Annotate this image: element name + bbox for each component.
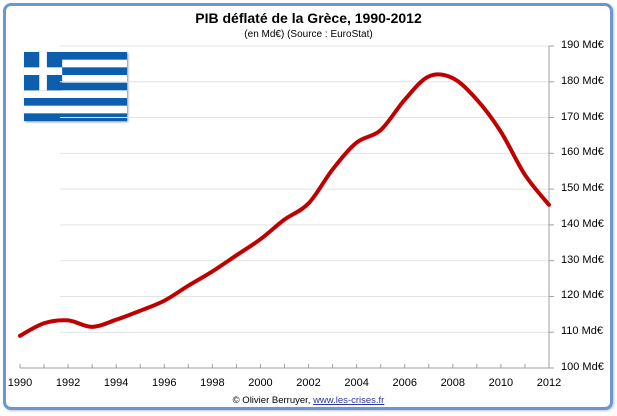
x-tick-label: 2012 bbox=[536, 377, 562, 389]
footer: © Olivier Berruyer, www.les-crises.fr bbox=[0, 395, 617, 406]
chart-subtitle: (en Md€) (Source : EuroStat) bbox=[244, 29, 373, 40]
y-tick-label: 140 Md€ bbox=[561, 217, 604, 230]
x-tick-label: 2010 bbox=[488, 377, 514, 389]
y-tick-label: 150 Md€ bbox=[561, 182, 604, 195]
x-tick-label: 2006 bbox=[392, 377, 417, 389]
x-tick-label: 2008 bbox=[440, 377, 466, 389]
y-tick-label: 130 Md€ bbox=[561, 253, 604, 266]
source-link[interactable]: www.les-crises.fr bbox=[313, 395, 385, 406]
x-tick-label: 1996 bbox=[152, 377, 177, 389]
y-tick-label: 100 Md€ bbox=[561, 361, 604, 373]
x-tick-label: 1992 bbox=[55, 377, 81, 389]
x-tick-label: 1998 bbox=[200, 377, 225, 389]
x-tick-label: 1990 bbox=[7, 377, 33, 389]
x-tick-label: 2002 bbox=[296, 377, 321, 389]
y-tick-label: 160 Md€ bbox=[561, 146, 604, 159]
x-tick-label: 1994 bbox=[103, 377, 129, 389]
y-tick-label: 180 Md€ bbox=[561, 74, 604, 87]
data-line bbox=[18, 72, 551, 338]
x-tick-label: 2004 bbox=[344, 377, 369, 389]
y-tick-label: 110 Md€ bbox=[561, 325, 603, 338]
y-tick-label: 170 Md€ bbox=[561, 110, 604, 123]
y-tick-label: 190 Md€ bbox=[561, 39, 604, 51]
credit-text: © Olivier Berruyer, bbox=[232, 395, 314, 406]
y-tick-label: 120 Md€ bbox=[561, 289, 604, 302]
x-tick-label: 2000 bbox=[248, 377, 273, 389]
greece-flag-icon bbox=[24, 52, 127, 121]
chart-title: PIB déflaté de la Grèce, 1990-2012 bbox=[195, 10, 422, 26]
